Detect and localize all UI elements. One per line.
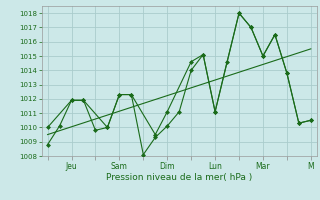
X-axis label: Pression niveau de la mer( hPa ): Pression niveau de la mer( hPa )	[106, 173, 252, 182]
